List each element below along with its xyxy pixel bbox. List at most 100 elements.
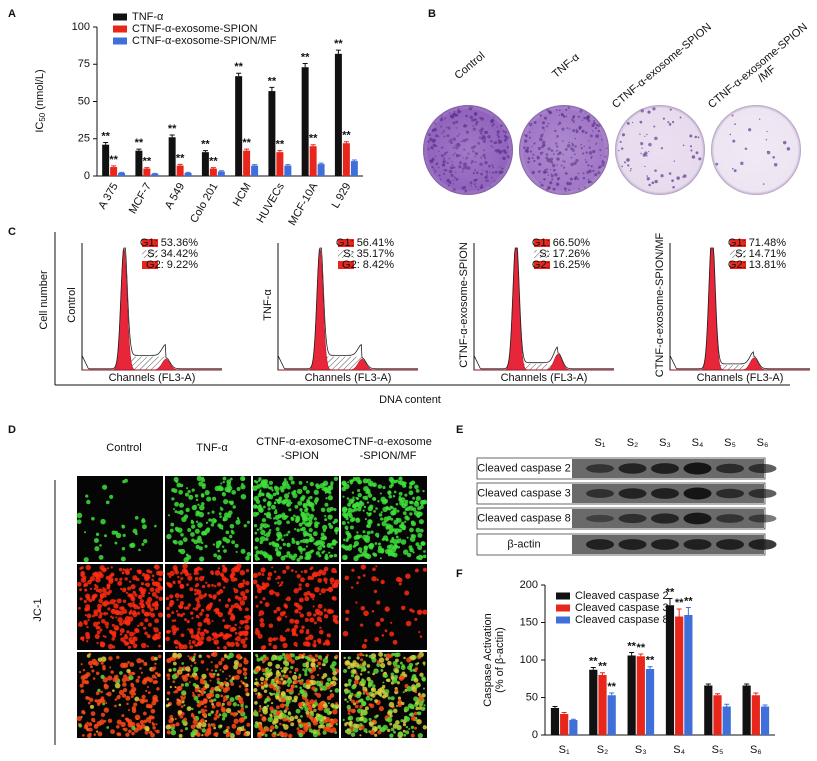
cell — [187, 489, 191, 494]
cell — [344, 483, 350, 490]
cell — [211, 510, 215, 514]
cell — [178, 489, 184, 495]
blot-row-label: Cleaved caspase 2 — [477, 462, 571, 474]
cell — [366, 488, 371, 493]
cell — [196, 603, 201, 608]
cell — [110, 608, 117, 615]
cell — [293, 695, 299, 701]
cell — [290, 722, 295, 727]
cell — [91, 597, 96, 602]
cell — [401, 605, 406, 611]
cell — [305, 545, 309, 548]
cell — [230, 612, 234, 617]
cell — [279, 514, 283, 518]
cell — [216, 555, 222, 560]
cell — [94, 699, 98, 703]
cell — [331, 596, 336, 600]
cell — [318, 629, 324, 635]
cell — [179, 613, 184, 618]
cell — [166, 730, 171, 735]
cell — [335, 723, 338, 726]
cell — [211, 619, 214, 623]
cell — [388, 701, 395, 708]
cell — [196, 635, 200, 639]
cell — [280, 697, 286, 703]
cell — [132, 590, 137, 595]
cell — [178, 510, 184, 515]
cell — [112, 677, 117, 682]
dish-shade — [711, 105, 801, 195]
cell — [201, 673, 207, 679]
cell — [223, 680, 227, 685]
significance-label: ** — [627, 640, 636, 652]
cell — [176, 598, 179, 601]
cell — [318, 724, 322, 729]
cell — [369, 729, 376, 735]
cell — [345, 721, 349, 725]
cell — [198, 481, 204, 487]
cell — [366, 511, 369, 515]
cell — [230, 712, 234, 716]
cell — [343, 538, 346, 542]
cell — [147, 622, 152, 627]
histogram-outline — [473, 247, 614, 370]
cell — [110, 670, 114, 674]
blot-band — [618, 463, 647, 474]
bar — [301, 67, 309, 176]
panel-letter: C — [8, 226, 16, 238]
cell — [187, 575, 193, 581]
cell — [406, 552, 412, 558]
cell — [280, 691, 286, 697]
cell — [82, 711, 86, 715]
cell — [165, 596, 170, 601]
cell — [137, 611, 141, 615]
cell — [360, 669, 363, 673]
cell — [326, 608, 333, 615]
cell — [102, 702, 106, 706]
cell — [171, 723, 175, 728]
s-phase-area — [278, 356, 418, 370]
bar — [176, 165, 184, 176]
cell — [235, 729, 241, 736]
cell — [307, 667, 312, 672]
cell — [280, 555, 286, 561]
cell — [178, 502, 185, 508]
cell — [375, 507, 378, 510]
cell — [263, 689, 268, 693]
cell — [241, 482, 244, 486]
cell — [361, 701, 366, 707]
cell — [380, 549, 385, 554]
cell — [218, 688, 221, 691]
cell — [322, 524, 328, 530]
cell — [210, 710, 214, 714]
cell — [267, 716, 274, 723]
cell — [323, 608, 327, 612]
cell — [268, 642, 272, 646]
cell — [216, 591, 221, 596]
cell — [269, 713, 273, 717]
cell — [365, 696, 371, 701]
significance-label: ** — [201, 139, 210, 151]
cell — [362, 574, 366, 577]
cell — [392, 708, 398, 714]
cell — [306, 628, 310, 632]
cell — [119, 606, 123, 610]
cell — [108, 629, 113, 634]
cell — [275, 705, 280, 710]
cell — [361, 709, 368, 716]
cell — [355, 601, 358, 604]
cell — [342, 718, 345, 722]
cell — [154, 618, 160, 624]
cell — [244, 705, 248, 709]
cell — [194, 576, 199, 581]
cell — [281, 499, 287, 505]
cell — [301, 512, 305, 517]
cell — [281, 713, 287, 719]
cell — [122, 533, 126, 537]
cell — [121, 693, 127, 698]
cell — [222, 567, 228, 573]
cell — [406, 685, 413, 692]
cell — [403, 528, 406, 531]
cell — [311, 506, 314, 510]
cell — [227, 611, 231, 615]
